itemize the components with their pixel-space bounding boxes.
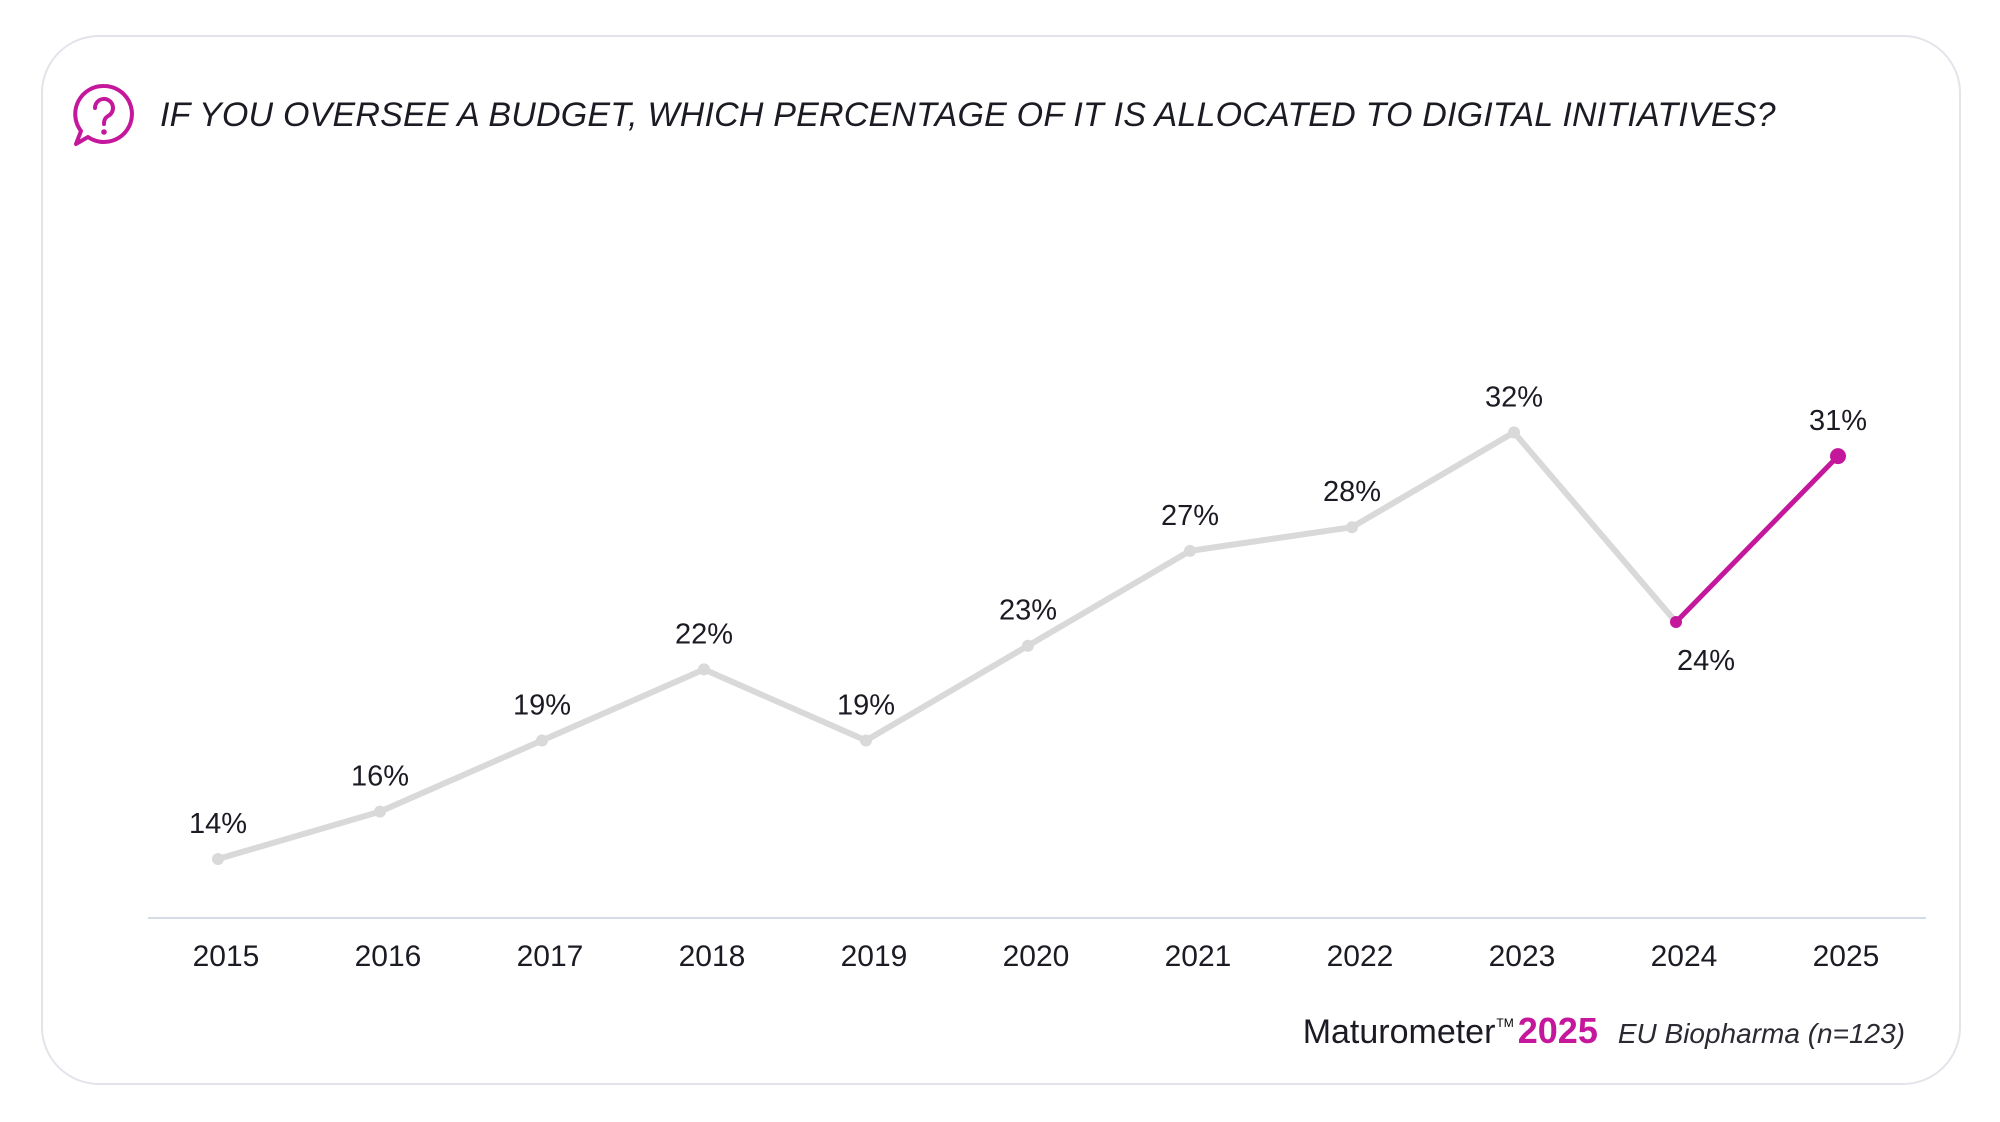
data-label-2020: 23% bbox=[999, 595, 1057, 627]
data-label-2017: 19% bbox=[513, 690, 571, 722]
x-tick-label-2024: 2024 bbox=[1651, 940, 1718, 973]
data-label-2024: 24% bbox=[1677, 645, 1735, 677]
data-point-2022 bbox=[1346, 521, 1358, 534]
data-label-2025: 31% bbox=[1809, 405, 1867, 437]
data-point-2018 bbox=[698, 663, 710, 676]
data-point-2021 bbox=[1184, 544, 1196, 557]
data-point-2015 bbox=[212, 853, 224, 865]
data-point-2016 bbox=[374, 805, 386, 818]
series-line bbox=[215, 429, 1679, 862]
chart-title: IF YOU OVERSEE A BUDGET, WHICH PERCENTAG… bbox=[160, 96, 1776, 134]
data-point-2025 bbox=[1830, 448, 1846, 465]
brand-name: Maturometer bbox=[1302, 1013, 1496, 1051]
x-tick-label-2022: 2022 bbox=[1327, 940, 1394, 973]
data-label-2021: 27% bbox=[1161, 500, 1219, 532]
x-tick-label-2023: 2023 bbox=[1489, 940, 1556, 973]
data-point-2020 bbox=[1022, 639, 1034, 652]
chart-card bbox=[41, 35, 1961, 1085]
x-tick-label-2019: 2019 bbox=[841, 940, 908, 973]
data-point-2023 bbox=[1508, 426, 1520, 439]
data-label-2016: 16% bbox=[351, 761, 409, 793]
x-tick-label-2025: 2025 bbox=[1813, 940, 1880, 973]
question-bubble-icon bbox=[73, 83, 134, 146]
data-label-2018: 22% bbox=[675, 618, 733, 650]
x-tick-label-2015: 2015 bbox=[193, 940, 260, 973]
trademark: TM bbox=[1496, 1016, 1514, 1030]
x-tick-label-2018: 2018 bbox=[679, 940, 746, 973]
series-line-highlight bbox=[1673, 453, 1841, 625]
data-label-2022: 28% bbox=[1323, 476, 1381, 508]
data-label-2019: 19% bbox=[837, 690, 895, 722]
brand-year: 2025 bbox=[1517, 1010, 1598, 1051]
data-point-2024 bbox=[1670, 616, 1682, 628]
data-label-2023: 32% bbox=[1485, 381, 1543, 413]
data-point-2017 bbox=[536, 734, 548, 747]
x-tick-label-2021: 2021 bbox=[1165, 940, 1232, 973]
x-tick-label-2016: 2016 bbox=[355, 940, 422, 973]
data-label-2015: 14% bbox=[189, 808, 247, 840]
data-point-2019 bbox=[860, 734, 872, 747]
x-tick-label-2017: 2017 bbox=[517, 940, 584, 973]
footer: MaturometerTM 2025 EU Biopharma (n=123) bbox=[1245, 1010, 1905, 1052]
x-tick-label-2020: 2020 bbox=[1003, 940, 1070, 973]
sample-note: EU Biopharma (n=123) bbox=[1617, 1018, 1905, 1049]
